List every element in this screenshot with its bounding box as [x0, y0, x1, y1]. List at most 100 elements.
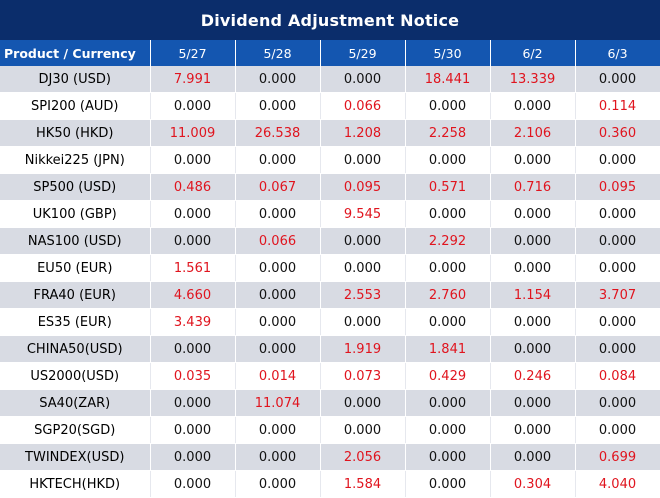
value-cell: 0.429: [405, 362, 491, 390]
value-cell: 0.000: [235, 470, 321, 498]
table-row: FRA40 (EUR) 4.660 0.000 2.553 2.760 1.154 3.70…: [0, 281, 660, 309]
value-cell: 0.066: [320, 92, 406, 120]
table-header-row: Product / Currency 5/27 5/28 5/29 5/30 6…: [0, 40, 660, 66]
value-cell: 0.114: [575, 92, 660, 120]
value-cell: 0.000: [320, 254, 406, 282]
value-cell: 0.067: [235, 173, 321, 201]
value-cell: 0.000: [320, 227, 406, 255]
value-cell: 1.208: [320, 119, 406, 147]
value-cell: 0.000: [150, 389, 236, 417]
product-cell: TWINDEX(USD): [0, 443, 151, 471]
date-column-header: 6/3: [575, 40, 660, 66]
value-cell: 1.584: [320, 470, 406, 498]
notice-title: Dividend Adjustment Notice: [0, 0, 660, 40]
value-cell: 0.000: [320, 146, 406, 174]
value-cell: 0.699: [575, 443, 660, 471]
value-cell: 0.000: [235, 335, 321, 363]
value-cell: 0.000: [235, 416, 321, 444]
product-column-header: Product / Currency: [0, 40, 151, 66]
table-body: DJ30 (USD) 7.991 0.000 0.000 18.441 13.339 0.0…: [0, 66, 660, 498]
value-cell: 0.000: [490, 254, 576, 282]
product-cell: Nikkei225 (JPN): [0, 146, 151, 174]
product-cell: CHINA50(USD): [0, 335, 151, 363]
value-cell: 0.000: [235, 308, 321, 336]
table-row: EU50 (EUR) 1.561 0.000 0.000 0.000 0.000 0.000: [0, 254, 660, 282]
value-cell: 4.040: [575, 470, 660, 498]
value-cell: 0.000: [235, 66, 321, 93]
table-row: Nikkei225 (JPN) 0.000 0.000 0.000 0.000 0.000…: [0, 146, 660, 174]
value-cell: 0.304: [490, 470, 576, 498]
value-cell: 0.000: [575, 254, 660, 282]
value-cell: 0.000: [575, 308, 660, 336]
value-cell: 0.000: [150, 416, 236, 444]
product-cell: NAS100 (USD): [0, 227, 151, 255]
date-column-header: 5/28: [235, 40, 321, 66]
value-cell: 2.258: [405, 119, 491, 147]
value-cell: 0.000: [490, 92, 576, 120]
value-cell: 1.919: [320, 335, 406, 363]
value-cell: 0.000: [150, 335, 236, 363]
value-cell: 0.000: [490, 389, 576, 417]
value-cell: 4.660: [150, 281, 236, 309]
product-cell: HK50 (HKD): [0, 119, 151, 147]
value-cell: 0.000: [405, 308, 491, 336]
value-cell: 0.360: [575, 119, 660, 147]
value-cell: 0.000: [320, 66, 406, 93]
table-row: CHINA50(USD) 0.000 0.000 1.919 1.841 0.000 0.0…: [0, 335, 660, 363]
value-cell: 0.000: [150, 470, 236, 498]
product-cell: DJ30 (USD): [0, 66, 151, 93]
value-cell: 0.000: [150, 443, 236, 471]
product-cell: ES35 (EUR): [0, 308, 151, 336]
value-cell: 0.000: [575, 66, 660, 93]
value-cell: 0.000: [575, 389, 660, 417]
value-cell: 0.084: [575, 362, 660, 390]
value-cell: 0.073: [320, 362, 406, 390]
dividend-table: Product / Currency 5/27 5/28 5/29 5/30 6…: [0, 40, 660, 498]
date-column-header: 5/30: [405, 40, 491, 66]
date-column-header: 5/27: [150, 40, 236, 66]
product-cell: EU50 (EUR): [0, 254, 151, 282]
value-cell: 0.000: [490, 335, 576, 363]
value-cell: 0.000: [235, 281, 321, 309]
value-cell: 0.000: [405, 470, 491, 498]
product-cell: SGP20(SGD): [0, 416, 151, 444]
value-cell: 0.000: [405, 200, 491, 228]
table-row: HKTECH(HKD) 0.000 0.000 1.584 0.000 0.304 4.04…: [0, 470, 660, 498]
value-cell: 0.000: [405, 254, 491, 282]
value-cell: 26.538: [235, 119, 321, 147]
value-cell: 0.571: [405, 173, 491, 201]
value-cell: 7.991: [150, 66, 236, 93]
table-row: SP500 (USD) 0.486 0.067 0.095 0.571 0.716 0.09…: [0, 173, 660, 201]
value-cell: 0.000: [320, 308, 406, 336]
value-cell: 3.707: [575, 281, 660, 309]
value-cell: 0.000: [490, 227, 576, 255]
value-cell: 18.441: [405, 66, 491, 93]
value-cell: 0.000: [150, 200, 236, 228]
table-row: HK50 (HKD) 11.009 26.538 1.208 2.258 2.106 0.3…: [0, 119, 660, 147]
value-cell: 0.095: [320, 173, 406, 201]
value-cell: 0.000: [150, 146, 236, 174]
value-cell: 0.486: [150, 173, 236, 201]
value-cell: 0.000: [235, 443, 321, 471]
value-cell: 0.000: [405, 443, 491, 471]
value-cell: 1.841: [405, 335, 491, 363]
value-cell: 0.000: [575, 335, 660, 363]
table-row: SA40(ZAR) 0.000 11.074 0.000 0.000 0.000 0.000: [0, 389, 660, 417]
product-cell: SP500 (USD): [0, 173, 151, 201]
value-cell: 0.000: [320, 416, 406, 444]
value-cell: 0.000: [490, 416, 576, 444]
value-cell: 0.000: [405, 146, 491, 174]
value-cell: 0.000: [235, 92, 321, 120]
value-cell: 0.000: [405, 92, 491, 120]
table-row: TWINDEX(USD) 0.000 0.000 2.056 0.000 0.000 0.6…: [0, 443, 660, 471]
value-cell: 0.716: [490, 173, 576, 201]
value-cell: 0.000: [320, 389, 406, 417]
value-cell: 0.000: [405, 389, 491, 417]
value-cell: 2.760: [405, 281, 491, 309]
value-cell: 2.553: [320, 281, 406, 309]
value-cell: 0.246: [490, 362, 576, 390]
table-row: SGP20(SGD) 0.000 0.000 0.000 0.000 0.000 0.000: [0, 416, 660, 444]
value-cell: 0.000: [235, 254, 321, 282]
value-cell: 0.000: [490, 200, 576, 228]
value-cell: 2.292: [405, 227, 491, 255]
